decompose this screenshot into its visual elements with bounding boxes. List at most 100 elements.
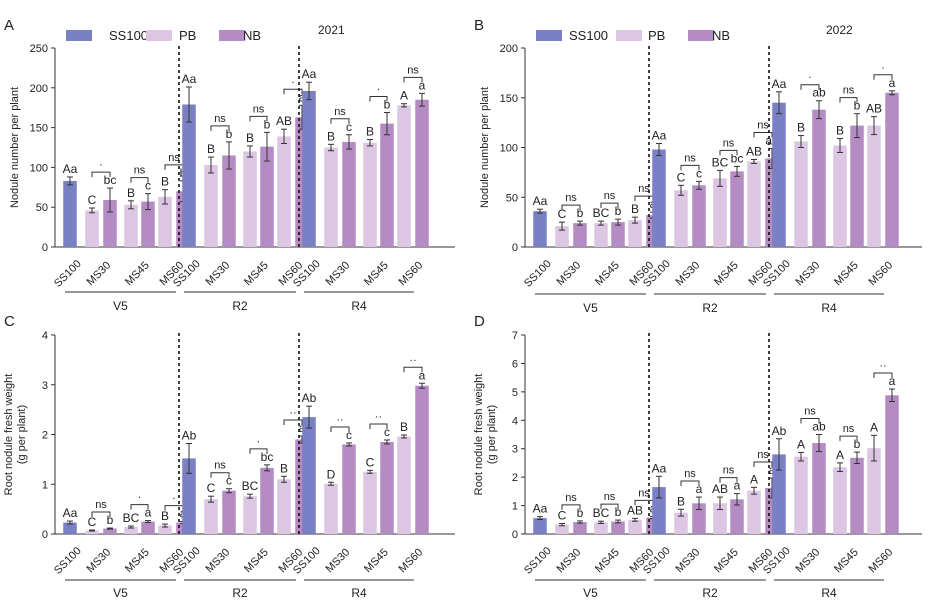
bar-ss100-ss100 [772,454,786,534]
bar-nb-ms30 [222,155,236,247]
bar-pb-ms45 [124,204,138,247]
x-tick-label: MS45 [362,546,391,575]
bar-pb-ms45 [713,503,727,534]
x-tick-label: MS45 [593,546,622,575]
bar-letter-label: b [577,206,584,220]
bar-nb-ms30 [812,109,826,247]
significance-bracket [330,118,350,124]
bar-nb-ms30 [812,443,826,534]
bar-letter-label: Aa [63,162,78,176]
bar-letter-label: C [558,508,567,522]
legend-swatch-nb [688,30,714,41]
bar-ss100-ss100 [182,104,196,248]
y-tick-label: 100 [30,162,48,174]
significance-bracket [561,204,581,211]
bar-pb-ms60 [747,161,761,247]
x-tick-label: MS60 [866,259,895,288]
stage-label: V5 [583,586,598,600]
legend-label-nb: NB [243,28,261,43]
significance-label: ns [723,465,735,477]
significance-label: ns [757,119,769,131]
stage-label: R4 [351,586,367,600]
significance-label: ·· [879,360,886,372]
bar-pb-ms60 [397,105,411,247]
bar-ss100-ss100 [533,211,547,247]
significance-bracket [800,84,820,90]
panel-letter: B [474,17,484,34]
panel-year: 2022 [826,23,853,37]
bar-letter-label: ab [812,420,826,434]
bar-pb-ms60 [747,490,761,534]
panel-a: A 2021 Nodule number per plant 0 50 100 150 200… [4,17,455,313]
bar-letter-label: Ab [182,428,197,442]
legend-swatch-ss100 [536,30,562,41]
bar-letter-label: a [419,368,426,382]
stage-label: V5 [583,301,598,315]
bar-letter-label: AB [712,482,728,496]
bar-letter-label: b [577,506,584,520]
bar-letter-label: BC [593,506,610,520]
bar-ss100-ss100 [63,180,77,247]
x-tick-label: SS100 [52,258,84,290]
significance-label: ·· [409,354,416,366]
bar-pb-ms30 [204,165,218,247]
x-tick-label: MS30 [554,546,583,575]
bar-letter-label: a [889,76,896,90]
significance-bracket [680,480,700,487]
y-tick-label: 6 [512,358,518,370]
y-tick-label: 0 [512,529,518,541]
panel-year: 2021 [318,23,345,37]
significance-label: · [99,159,103,171]
bar-nb-ms45 [730,171,744,247]
bar-letter-label: bc [104,173,117,187]
bar-nb-ms45 [380,441,394,534]
bar-letter-label: A [797,437,805,451]
significance-label: ns [843,423,855,435]
y-tick-label: 200 [30,83,48,95]
bar-letter-label: a [734,479,741,493]
significance-label: ns [214,460,226,472]
bar-letter-label: B [327,129,335,143]
bar-letter-label: a [145,506,152,520]
significance-bracket [249,115,268,122]
x-tick-label: MS45 [362,259,391,288]
y-tick-label: 150 [30,123,48,135]
x-tick-label: MS45 [832,546,861,575]
significance-bracket [839,97,858,103]
bar-nb-ms30 [573,522,587,534]
significance-label: ns [134,165,146,177]
bar-nb-ms45 [260,146,274,247]
legend: SS100 PB NB SS100 PB NB [66,28,730,43]
bar-letter-label: Aa [63,506,78,520]
bar-letter-label: b [107,513,114,527]
bar-letter-label: a [889,374,896,388]
legend-label-ss100: SS100 [109,28,148,43]
bar-letter-label: C [88,193,97,207]
bar-letter-label: B [280,461,288,475]
significance-bracket [210,125,230,131]
bar-nb-ms60 [415,99,429,248]
significance-bracket [719,149,738,156]
bar-pb-ms45 [243,496,257,534]
significance-label: ns [253,103,265,115]
significance-bracket [210,472,230,478]
significance-label: · [291,76,295,88]
bar-pb-ms60 [397,436,411,534]
significance-bracket [249,448,268,454]
significance-label: · [881,62,885,74]
significance-bracket [680,164,700,171]
bar-pb-ms45 [713,178,727,247]
bar-nb-ms45 [611,222,625,247]
stage-label: V5 [113,586,128,600]
stage-label: V5 [113,299,128,313]
significance-bracket [130,504,149,510]
significance-bracket [800,418,820,424]
bar-nb-ms45 [380,123,394,247]
panel-d: D Root nodule fresh weight (g per plant) 0 1… [473,313,922,600]
panel-c: C Root nodule fresh weight (g per plant) 0 1… [3,313,455,600]
x-tick-label: MS30 [203,259,232,288]
significance-label: ns [604,491,616,503]
bar-letter-label: AB [866,102,882,116]
